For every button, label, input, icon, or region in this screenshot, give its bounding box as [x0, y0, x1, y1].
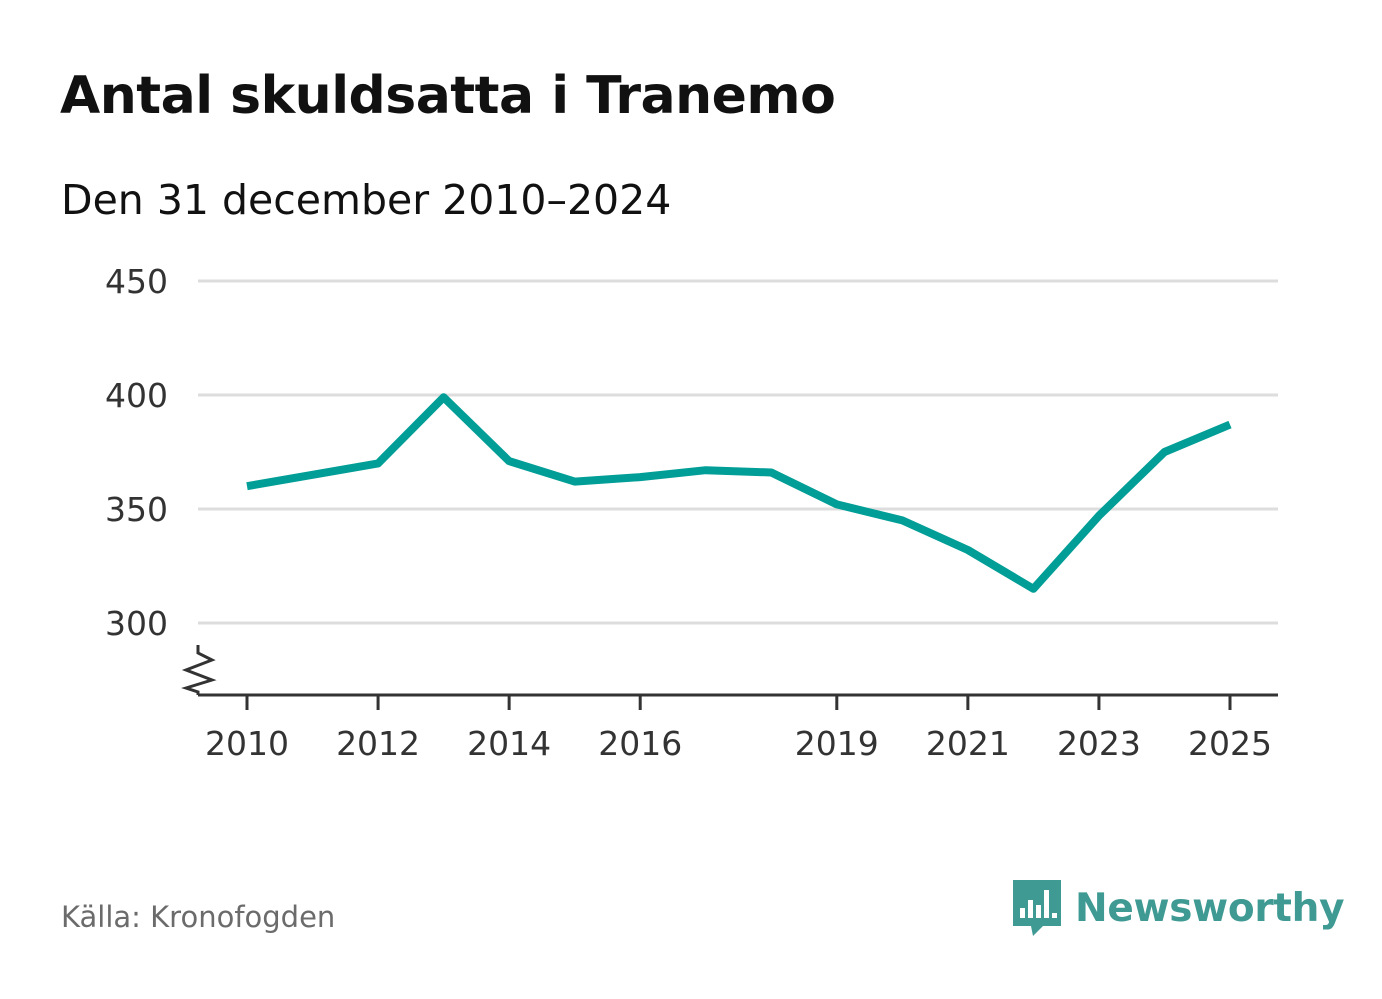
y-tick-label-300: 300: [105, 604, 168, 643]
brand-name: Newsworthy: [1075, 885, 1345, 931]
x-tick-label-2014: 2014: [467, 724, 551, 763]
y-tick-label-350: 350: [105, 490, 168, 529]
y-axis-tick-labels: 300 350 400 450: [105, 262, 168, 643]
x-tick-label-2012: 2012: [336, 724, 420, 763]
line-chart: 300 350 400 450 2010 2012 2014 2016 2019 2021 202…: [105, 262, 1278, 763]
x-tick-label-2019: 2019: [795, 724, 879, 763]
brand: Newsworthy: [1011, 878, 1345, 938]
grid-lines: [198, 279, 1278, 625]
x-tick-label-2025: 2025: [1188, 724, 1272, 763]
x-tick-label-2010: 2010: [205, 724, 289, 763]
series: [246, 393, 1232, 593]
chart-title: Antal skuldsatta i Tranemo: [60, 66, 836, 126]
x-tick-label-2021: 2021: [926, 724, 1010, 763]
series-line-0: [246, 393, 1232, 593]
chart-subtitle: Den 31 december 2010–2024: [61, 176, 672, 224]
zigzag-axis-break-icon: [181, 645, 217, 695]
y-tick-label-400: 400: [105, 376, 168, 415]
source-note: Källa: Kronofogden: [61, 900, 336, 934]
x-tick-label-2016: 2016: [598, 724, 682, 763]
x-axis-ticks: 2010 2012 2014 2016 2019 2021 2023 2025: [205, 695, 1272, 763]
x-axis: [181, 645, 1278, 697]
bar-chart-speech-bubble-icon: [1013, 880, 1061, 936]
x-tick-label-2023: 2023: [1057, 724, 1141, 763]
y-tick-label-450: 450: [105, 262, 168, 301]
